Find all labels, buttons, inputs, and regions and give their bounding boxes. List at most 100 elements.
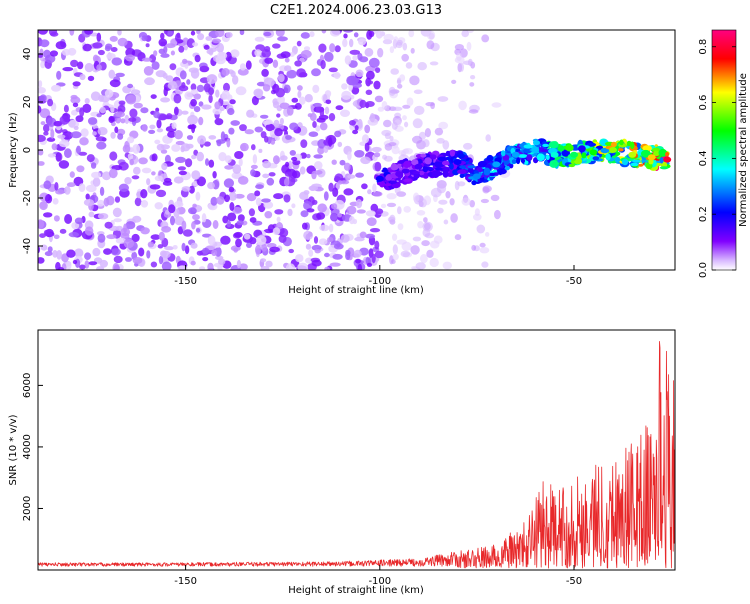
noise-blob — [202, 257, 209, 262]
noise-blob — [400, 250, 411, 258]
noise-blob — [471, 244, 477, 251]
noise-blob — [261, 49, 272, 58]
noise-blob — [283, 84, 291, 94]
noise-blob — [239, 124, 247, 132]
noise-blob — [56, 152, 63, 162]
noise-blob — [215, 89, 220, 98]
noise-blob — [106, 53, 116, 60]
noise-blob — [175, 156, 186, 163]
noise-blob — [429, 61, 439, 66]
noise-blob — [313, 236, 319, 244]
noise-blob — [482, 185, 492, 193]
noise-blob — [66, 182, 76, 188]
signal-peak — [628, 151, 637, 158]
noise-blob — [352, 55, 358, 61]
noise-blob — [59, 228, 67, 234]
noise-blob — [240, 142, 249, 152]
noise-blob — [359, 99, 367, 108]
noise-blob — [333, 243, 344, 250]
noise-blob — [163, 87, 168, 97]
noise-blob — [146, 250, 151, 259]
signal-blob — [557, 145, 565, 152]
noise-blob — [38, 246, 41, 254]
spectrogram-x-tick-label: -100 — [368, 276, 391, 287]
noise-blob — [437, 207, 444, 214]
noise-blob — [192, 42, 199, 47]
signal-blob — [565, 144, 574, 152]
noise-blob — [199, 65, 209, 73]
noise-blob — [328, 182, 334, 192]
noise-blob — [325, 99, 332, 105]
noise-blob — [83, 199, 95, 206]
noise-blob — [234, 193, 245, 199]
noise-blob — [480, 198, 489, 204]
noise-blob — [458, 100, 467, 111]
noise-blob — [254, 126, 264, 133]
noise-blob — [365, 210, 376, 217]
noise-blob — [279, 117, 284, 125]
noise-blob — [343, 188, 354, 196]
noise-blob — [114, 196, 121, 203]
noise-blob — [481, 261, 489, 268]
colorbar-gradient — [712, 30, 736, 270]
snr-x-tick-label: -100 — [368, 576, 391, 587]
noise-blob — [79, 107, 85, 117]
noise-blob — [160, 32, 165, 40]
noise-blob — [235, 238, 242, 248]
noise-blob — [97, 233, 106, 243]
noise-blob — [490, 194, 500, 202]
noise-blob — [175, 33, 181, 43]
noise-blob — [491, 102, 502, 108]
noise-blob — [337, 141, 343, 148]
noise-blob — [389, 255, 394, 265]
noise-blob — [151, 171, 156, 176]
signal-blob — [382, 167, 388, 172]
noise-blob — [411, 266, 417, 270]
noise-blob — [165, 209, 170, 215]
noise-blob — [245, 60, 252, 70]
noise-blob — [75, 115, 84, 123]
signal-blob — [500, 150, 506, 157]
noise-blob — [262, 160, 272, 169]
signal-blob — [573, 158, 583, 165]
noise-blob — [104, 45, 111, 52]
noise-blob — [206, 49, 214, 55]
noise-blob — [175, 140, 185, 146]
noise-blob — [182, 58, 188, 64]
signal-blob — [442, 160, 450, 166]
noise-blob — [386, 202, 397, 208]
signal-blob — [517, 154, 528, 158]
noise-blob — [369, 228, 381, 233]
noise-blob — [165, 75, 174, 82]
noise-blob — [39, 233, 46, 239]
noise-blob — [53, 234, 60, 240]
noise-blob — [173, 93, 182, 104]
spectrogram-x-tick-label: -150 — [174, 276, 197, 287]
noise-blob — [113, 218, 122, 223]
signal-blob — [541, 148, 548, 153]
noise-blob — [221, 90, 230, 100]
signal-blob — [545, 154, 550, 161]
noise-blob — [279, 102, 290, 110]
noise-blob — [397, 206, 402, 215]
signal-blob — [457, 153, 465, 159]
noise-blob — [470, 75, 476, 80]
noise-blob — [374, 95, 384, 103]
noise-blob — [191, 221, 196, 230]
signal-blob — [468, 167, 474, 174]
noise-blob — [46, 137, 56, 142]
noise-blob — [461, 30, 469, 38]
signal-blob — [442, 170, 449, 178]
noise-blob — [375, 67, 381, 73]
noise-blob — [374, 250, 384, 259]
noise-blob — [264, 211, 273, 219]
noise-blob — [125, 94, 137, 105]
noise-blob — [244, 129, 254, 135]
signal-blob — [418, 170, 425, 176]
noise-blob — [203, 44, 210, 50]
signal-peak — [589, 149, 598, 156]
spectrogram-y-tick-label: -20 — [22, 190, 33, 206]
noise-blob — [95, 136, 106, 142]
noise-blob — [163, 46, 168, 54]
noise-blob — [225, 51, 232, 62]
